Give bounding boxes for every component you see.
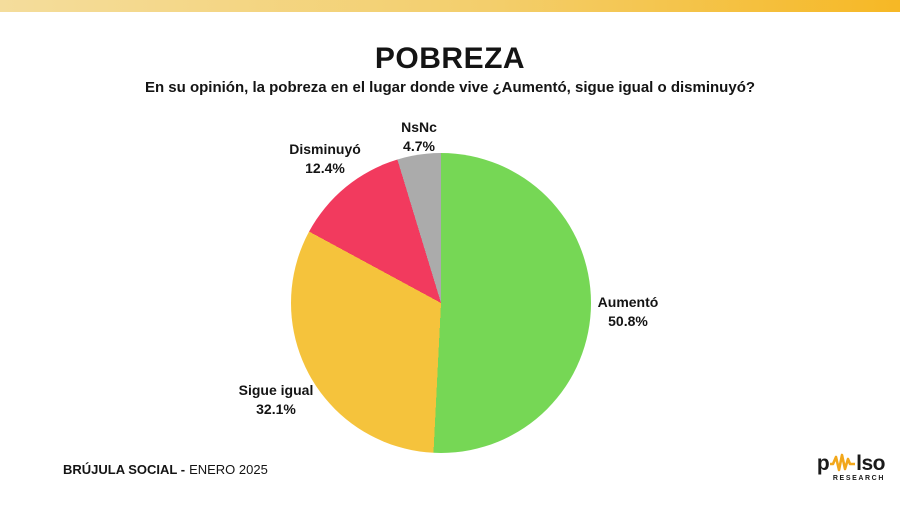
slice-percent: 32.1%: [256, 401, 296, 417]
slice-label-aumento: Aumentó 50.8%: [598, 293, 659, 331]
chart-subtitle: En su opinión, la pobreza en el lugar do…: [144, 79, 756, 96]
pulso-research-logo: p lso RESEARCH: [813, 451, 886, 483]
slice-name: Aumentó: [597, 294, 659, 311]
logo-subtext: RESEARCH: [832, 475, 885, 482]
source-caption: BRÚJULA SOCIAL - ENERO 2025: [63, 462, 268, 477]
slice-percent: 50.8%: [608, 313, 648, 329]
top-accent-bar: [0, 0, 900, 12]
source-date: ENERO 2025: [189, 462, 268, 477]
slice-name: NsNc: [401, 119, 437, 136]
slice-percent: 12.4%: [305, 160, 345, 176]
pulse-waveform-icon: [830, 453, 856, 472]
slice-percent: 4.7%: [403, 138, 435, 154]
logo-text-lso: lso: [856, 451, 885, 475]
slice-name: Sigue igual: [238, 382, 314, 399]
logo-wordmark: p lso: [813, 451, 886, 475]
slice-name: Disminuyó: [289, 141, 361, 158]
slice-label-sigue-igual: Sigue igual 32.1%: [239, 381, 314, 419]
slice-label-nsnc: NsNc 4.7%: [401, 118, 437, 156]
pie-chart: [291, 153, 591, 453]
logo-text-p: p: [816, 451, 830, 475]
slice-label-disminuyo: Disminuyó 12.4%: [289, 140, 361, 178]
page-title: POBREZA: [374, 42, 526, 75]
source-name: BRÚJULA SOCIAL -: [63, 462, 186, 477]
